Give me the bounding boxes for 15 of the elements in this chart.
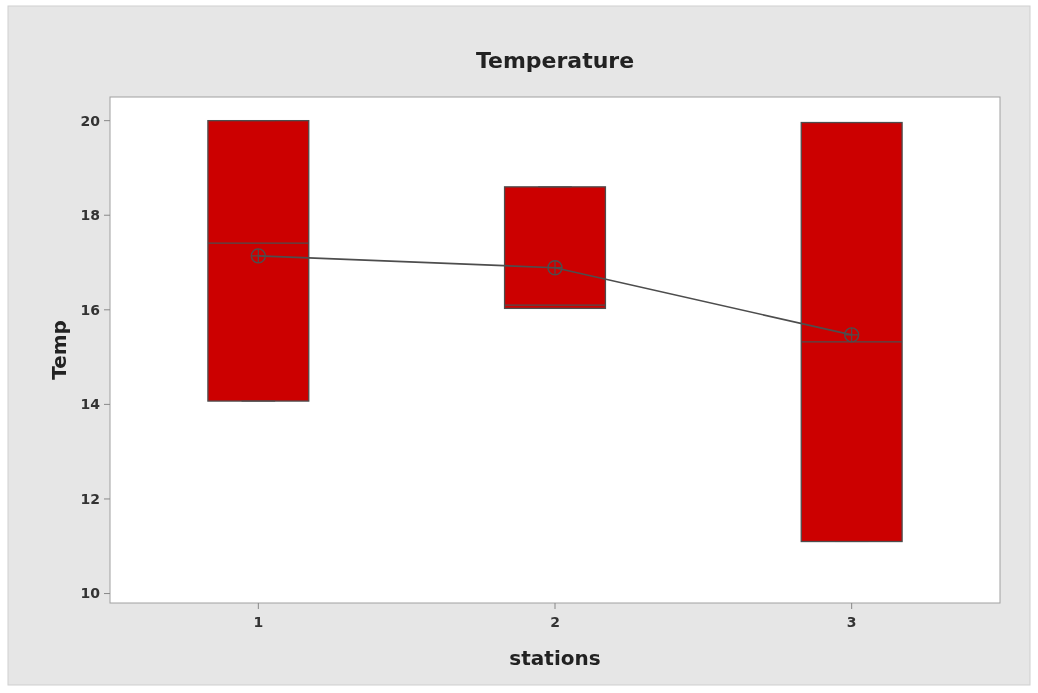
y-tick-label: 18: [80, 207, 100, 224]
x-tick-label: 2: [550, 614, 560, 630]
y-tick-label: 16: [80, 301, 100, 318]
y-tick-label: 14: [80, 396, 101, 413]
x-tick-label: 1: [253, 614, 264, 630]
y-tick-label: 20: [80, 112, 101, 129]
y-tick-label: 12: [80, 490, 100, 507]
x-tick-label: 3: [846, 614, 857, 630]
y-axis-title: Temp: [47, 320, 71, 380]
y-tick-label: 10: [80, 585, 101, 602]
point: [250, 248, 267, 264]
point: [843, 327, 860, 343]
point: [547, 260, 563, 276]
x-axis-title: stations: [509, 646, 601, 670]
chart-title: Temperature: [475, 48, 635, 73]
